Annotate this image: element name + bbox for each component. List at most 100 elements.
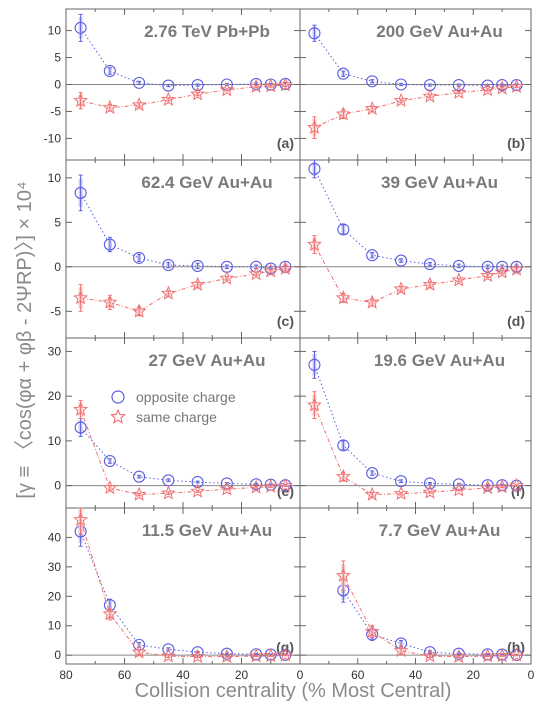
panel-c-data [73, 174, 293, 318]
point-opposite-charge [366, 75, 379, 88]
series-opposite-trend [313, 364, 517, 487]
point-same-charge [160, 91, 176, 106]
point-same-charge [451, 272, 467, 287]
point-opposite-charge [162, 79, 175, 92]
point-opposite-charge [423, 258, 436, 271]
point-opposite-charge [308, 162, 321, 175]
point-same-charge [263, 478, 279, 493]
point-same-charge [160, 648, 176, 663]
panel-d-data [307, 160, 524, 309]
panel-g-data [73, 508, 293, 663]
point-same-charge [248, 78, 264, 93]
panel-g-ytick-label: 0 [54, 648, 61, 662]
legend-same-marker [109, 408, 127, 424]
panel-h-label: (h) [507, 639, 525, 655]
point-same-charge [335, 290, 351, 305]
point-opposite-charge [133, 470, 146, 483]
panel-e-ytick-label: 10 [48, 434, 62, 448]
point-same-charge [393, 281, 409, 296]
panel-a-ytick-label: 5 [54, 51, 61, 65]
point-opposite-charge [103, 454, 116, 468]
point-same-charge [102, 480, 118, 495]
point-opposite-charge [452, 259, 465, 272]
panel-c-title: 62.4 GeV Au+Au [141, 173, 272, 192]
point-same-charge [277, 77, 293, 92]
point-same-charge [480, 648, 496, 663]
panel-c: -5 0 5 10 62.4 GeV Au+Au (c) [48, 159, 301, 339]
point-opposite-charge [191, 78, 204, 92]
point-same-charge [480, 82, 496, 97]
panel-c-label: (c) [277, 313, 294, 329]
point-opposite-charge [337, 223, 350, 236]
point-same-charge [451, 84, 467, 99]
point-same-charge [335, 106, 351, 121]
point-same-charge [494, 264, 510, 279]
panels-layer: -10 -5 0 5 10 2.76 TeV Pb+Pb (a) 200 GeV Au+Au (… [44, 8, 535, 682]
series-opposite-trend [80, 531, 286, 656]
point-same-charge [335, 567, 351, 583]
panel-h-data [335, 560, 524, 663]
point-same-charge [364, 623, 380, 638]
panel-c-ytick-label: 0 [54, 260, 61, 274]
panel-e-ytick-label: 30 [48, 344, 62, 358]
point-same-charge [248, 479, 264, 494]
series-same-trend [314, 86, 517, 129]
panel-h-xtick-label: 60 [351, 668, 365, 682]
panel-f-title: 19.6 GeV Au+Au [374, 351, 505, 370]
panel-h-title: 7.7 GeV Au+Au [379, 521, 501, 540]
point-opposite-charge [423, 477, 436, 490]
point-opposite-charge [191, 476, 204, 489]
point-opposite-charge [308, 358, 321, 371]
point-same-charge [219, 481, 235, 496]
point-same-charge [190, 648, 206, 663]
point-same-charge [509, 78, 524, 93]
point-same-charge [102, 606, 118, 621]
point-same-charge [509, 261, 524, 276]
point-opposite-charge [103, 238, 116, 251]
panel-g-xtick-label: 0 [297, 668, 304, 682]
series-same-trend [80, 268, 286, 312]
panel-g-ytick-label: 10 [48, 619, 62, 633]
chart-legend: opposite charge same charge [109, 389, 236, 425]
point-same-charge [422, 88, 438, 103]
point-same-charge [277, 260, 293, 275]
panel-g-ytick-label: 20 [48, 589, 62, 603]
point-same-charge [102, 99, 118, 115]
panel-e-ytick-label: 20 [48, 389, 62, 403]
panel-g-xtick-label: 40 [176, 668, 190, 682]
panel-e-title: 27 GeV Au+Au [149, 351, 266, 370]
point-same-charge [422, 484, 438, 499]
point-opposite-charge [496, 78, 509, 92]
point-same-charge [263, 647, 279, 663]
point-same-charge [219, 82, 235, 97]
panel-a: -10 -5 0 5 10 2.76 TeV Pb+Pb (a) [44, 8, 301, 161]
point-opposite-charge [337, 67, 350, 80]
panel-b-label: (b) [507, 135, 525, 151]
point-opposite-charge [162, 258, 175, 272]
point-same-charge [190, 276, 206, 291]
point-same-charge [248, 648, 264, 663]
panel-a-ytick-label: -5 [50, 104, 61, 118]
panel-a-title: 2.76 TeV Pb+Pb [144, 22, 270, 41]
point-same-charge [131, 97, 147, 112]
point-same-charge [451, 648, 467, 663]
series-opposite-trend [313, 33, 517, 87]
point-same-charge [102, 294, 118, 309]
panel-e-data [73, 400, 293, 501]
point-opposite-charge [366, 249, 379, 262]
point-same-charge [263, 263, 279, 278]
point-opposite-charge [452, 78, 465, 92]
panel-f: 19.6 GeV Au+Au(f) [299, 337, 532, 509]
point-same-charge [307, 119, 322, 134]
panel-a-ytick-label: 0 [54, 78, 61, 92]
panel-d-label: (d) [507, 313, 525, 329]
point-same-charge [509, 647, 524, 662]
point-same-charge [307, 236, 322, 251]
y-axis-label: [γ ≡ 〈cos(φα + φβ - 2ΨRP)〉] × 10⁴ [14, 181, 36, 498]
panel-g-xtick-label: 60 [118, 668, 132, 682]
legend-opposite-marker [111, 390, 125, 404]
panel-e-ytick-label: 0 [54, 479, 61, 493]
point-same-charge [263, 78, 279, 93]
x-axis-label: Collision centrality (% Most Central) [135, 680, 452, 702]
point-opposite-charge [366, 467, 379, 480]
